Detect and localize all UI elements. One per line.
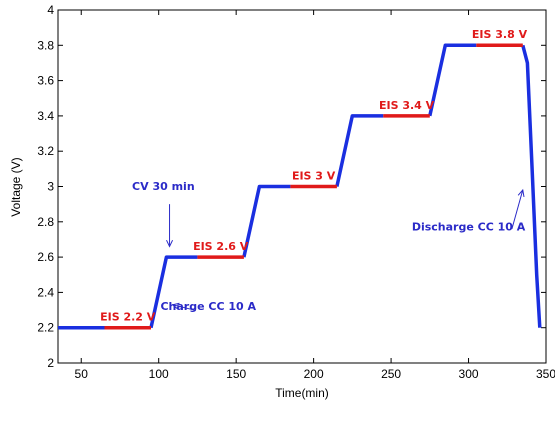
annotation-label: EIS 3.4 V bbox=[379, 99, 435, 112]
y-tick-label: 4 bbox=[47, 3, 54, 17]
x-axis-label: Time(min) bbox=[275, 386, 329, 400]
y-tick-label: 3.8 bbox=[37, 38, 54, 52]
y-tick-label: 3.6 bbox=[37, 74, 54, 88]
annotation-label: Charge CC 10 A bbox=[160, 300, 256, 313]
y-tick-label: 2.2 bbox=[37, 321, 54, 335]
y-tick-label: 2.6 bbox=[37, 250, 54, 264]
series-line bbox=[521, 44, 542, 328]
discharge-arrow-head bbox=[517, 188, 525, 198]
annotation-label: EIS 2.2 V bbox=[100, 311, 156, 324]
x-tick-label: 200 bbox=[304, 367, 324, 381]
x-tick-label: 150 bbox=[226, 367, 246, 381]
series-line bbox=[335, 114, 384, 187]
series-line bbox=[149, 255, 198, 329]
y-tick-label: 2.8 bbox=[37, 215, 54, 229]
x-tick-label: 300 bbox=[459, 367, 479, 381]
y-tick-label: 3.2 bbox=[37, 144, 54, 158]
charge-arrow-head bbox=[171, 302, 180, 310]
annotation-label: CV 30 min bbox=[132, 180, 195, 193]
y-tick-label: 3 bbox=[47, 180, 54, 194]
y-tick-label: 2.4 bbox=[37, 285, 54, 299]
discharge-arrow bbox=[511, 189, 524, 229]
y-tick-label: 3.4 bbox=[37, 109, 54, 123]
series-line bbox=[242, 184, 291, 258]
x-tick-label: 50 bbox=[75, 367, 89, 381]
annotation-label: EIS 2.6 V bbox=[193, 240, 249, 253]
series-line bbox=[428, 43, 477, 117]
charge-arrow bbox=[172, 304, 195, 311]
cv-arrow-head bbox=[166, 239, 174, 248]
y-axis-label: Voltage (V) bbox=[9, 157, 23, 216]
annotation-label: EIS 3 V bbox=[292, 169, 336, 182]
y-tick-label: 2 bbox=[47, 356, 54, 370]
x-tick-label: 350 bbox=[536, 367, 555, 381]
annotation-label: Discharge CC 10 A bbox=[412, 221, 526, 234]
x-tick-label: 250 bbox=[381, 367, 401, 381]
annotation-label: EIS 3.8 V bbox=[472, 28, 528, 41]
x-tick-label: 100 bbox=[149, 367, 169, 381]
